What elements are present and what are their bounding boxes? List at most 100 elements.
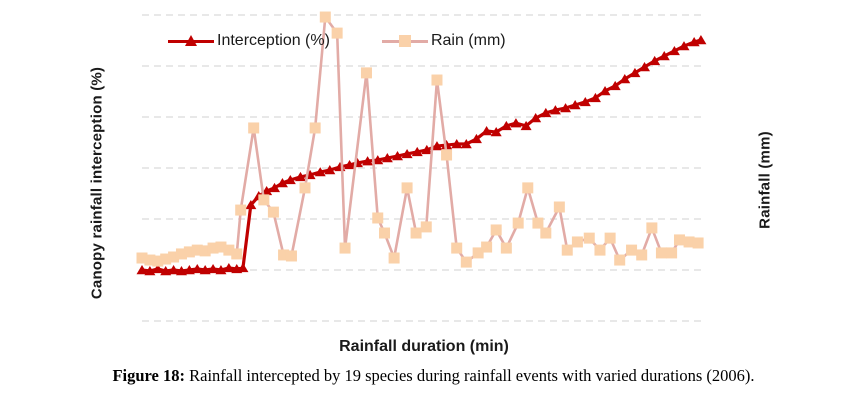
interception-triangle-marker: [168, 265, 180, 275]
rain-square-marker: [583, 232, 595, 244]
rain-square-marker: [460, 256, 472, 268]
interception-triangle-marker: [481, 126, 493, 136]
interception-triangle-marker: [431, 141, 443, 151]
right-y-axis-label: Rainfall (mm): [756, 131, 774, 229]
rain-square-marker: [451, 242, 463, 254]
rain-square-marker: [183, 246, 195, 258]
rain-square-marker: [666, 247, 678, 259]
legend-label-rain: Rain (mm): [430, 32, 506, 49]
rain-square-marker: [372, 212, 384, 224]
rain-square-marker: [215, 241, 227, 253]
rain-square-marker: [223, 244, 235, 256]
interception-triangle-marker: [599, 85, 611, 96]
interception-triangle-marker: [619, 74, 631, 84]
rain-square-marker: [401, 182, 413, 194]
interception-triangle-marker: [441, 140, 453, 150]
interception-triangle-marker: [560, 103, 572, 113]
rain-square-marker: [231, 248, 243, 260]
interception-triangle-marker: [629, 67, 641, 78]
interception-triangle-marker: [460, 139, 472, 149]
interception-triangle-marker: [324, 165, 336, 175]
rain-square-marker: [522, 182, 534, 194]
rain-square-marker: [319, 11, 331, 23]
interception-triangle-marker: [639, 62, 651, 72]
rain-square-marker: [235, 204, 247, 216]
rain-square-marker: [410, 227, 422, 239]
figure-caption-text: Rainfall intercepted by 19 species durin…: [185, 366, 755, 385]
interception-triangle-marker: [451, 139, 463, 149]
interception-triangle-marker: [470, 133, 482, 144]
figure-caption-number: Figure 18:: [112, 366, 185, 385]
rain-square-marker: [267, 206, 279, 218]
rain-square-marker: [481, 241, 493, 253]
interception-triangle-marker: [207, 263, 219, 274]
rain-square-marker: [136, 252, 148, 264]
interception-triangle-marker: [490, 127, 502, 137]
rain-square-marker: [540, 227, 552, 239]
interception-triangle-marker: [649, 55, 661, 66]
rain-line-square-icon: [381, 31, 428, 51]
rain-square-marker: [532, 217, 544, 229]
rain-square-marker: [646, 222, 658, 234]
interception-triangle-marker: [191, 263, 203, 274]
rain-square-marker: [604, 232, 616, 244]
interception-triangle-marker: [658, 51, 670, 61]
rain-series-line: [141, 15, 699, 264]
interception-triangle-marker: [411, 146, 423, 157]
interception-triangle-marker: [401, 148, 413, 159]
chart-legend: Interception (%) Rain (mm): [168, 31, 506, 51]
legend-item-interception: Interception (%): [168, 31, 330, 51]
interception-triangle-marker: [381, 153, 393, 163]
rain-square-marker: [692, 237, 704, 249]
rain-square-marker: [175, 248, 187, 260]
interception-triangle-marker: [136, 265, 148, 275]
rain-square-marker: [152, 255, 164, 267]
rain-square-marker: [441, 149, 453, 161]
rain-square-marker: [500, 242, 512, 254]
rain-square-marker: [248, 122, 260, 134]
x-axis-label: Rainfall duration (min): [339, 338, 509, 355]
rain-square-marker: [655, 247, 667, 259]
interception-triangle-marker: [269, 182, 281, 193]
interception-triangle-marker: [549, 105, 561, 115]
rain-square-marker: [258, 194, 270, 206]
rain-square-marker: [379, 227, 391, 239]
rain-square-marker: [309, 122, 321, 134]
rain-square-marker: [614, 254, 626, 266]
rain-square-marker: [199, 245, 211, 257]
rain-square-marker: [594, 244, 606, 256]
rain-square-marker: [683, 236, 695, 248]
chart-canvas: [136, 11, 707, 322]
interception-triangle-marker: [223, 262, 235, 273]
rain-square-marker: [431, 74, 443, 86]
interception-triangle-marker: [678, 41, 690, 51]
rain-square-marker: [673, 234, 685, 246]
rain-square-marker: [207, 242, 219, 254]
interception-triangle-marker: [540, 107, 552, 118]
rain-square-marker: [472, 247, 484, 259]
legend-label-interception: Interception (%): [217, 32, 330, 49]
interception-triangle-marker: [276, 178, 288, 188]
rain-square-marker: [360, 67, 372, 79]
rain-square-marker: [331, 27, 343, 39]
interception-triangle-marker: [500, 120, 512, 131]
interception-triangle-marker: [520, 120, 532, 131]
rain-square-marker: [626, 244, 638, 256]
interception-triangle-marker: [314, 167, 326, 177]
interception-triangle-marker: [362, 156, 374, 166]
interception-line-triangle-icon: [168, 31, 214, 51]
rain-square-marker: [490, 224, 502, 236]
interception-triangle-marker: [160, 266, 172, 276]
interception-triangle-marker: [530, 113, 542, 123]
rain-square-marker: [571, 236, 583, 248]
interception-triangle-marker: [589, 92, 601, 103]
rain-square-marker: [299, 182, 311, 194]
interception-triangle-marker: [609, 80, 621, 91]
interception-triangle-marker: [569, 100, 581, 110]
interception-triangle-marker: [183, 265, 195, 275]
interception-triangle-marker: [284, 174, 296, 185]
legend-item-rain: Rain (mm): [381, 31, 506, 51]
rain-square-marker: [636, 249, 648, 261]
rain-square-marker: [160, 253, 172, 265]
